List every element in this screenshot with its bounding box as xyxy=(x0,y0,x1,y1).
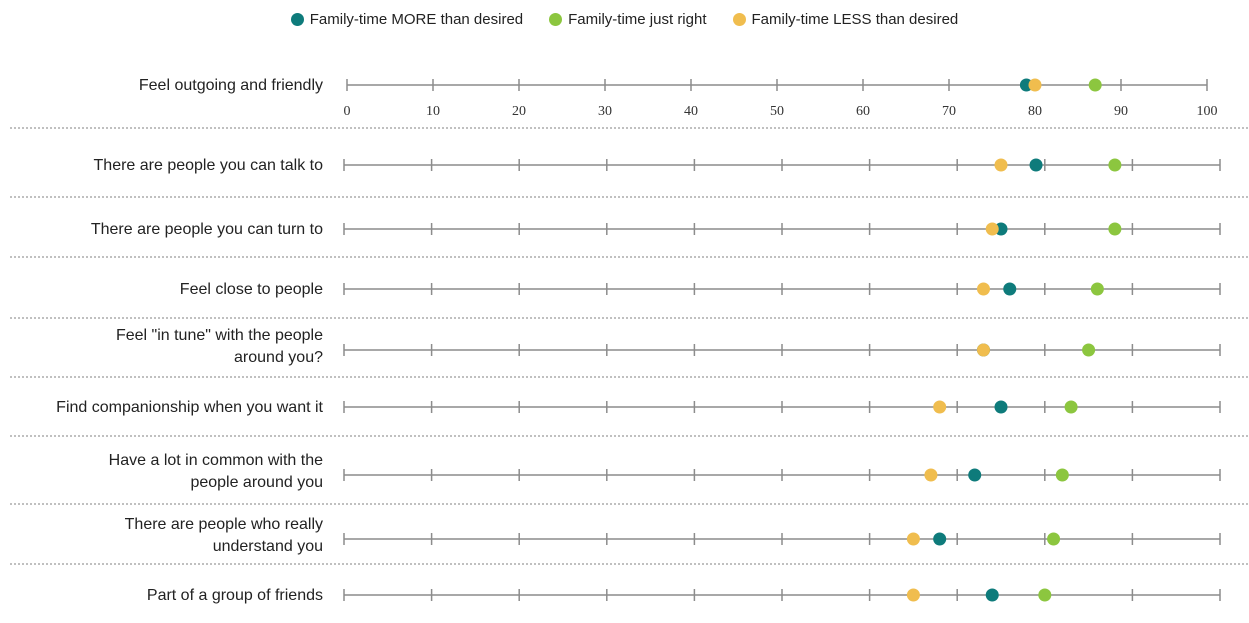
category-label-row-6: Have a lot in common with the people arou… xyxy=(109,452,323,491)
category-label-row-0: Feel outgoing and friendly xyxy=(139,77,323,94)
category-label-row-3: Feel close to people xyxy=(180,281,323,298)
category-label-row-7: There are people who really understand yo… xyxy=(125,516,323,555)
data-point-series-1-row-1 xyxy=(1108,158,1122,172)
legend-item-just-right: Family-time just right xyxy=(549,10,707,28)
data-point-series-2-row-0 xyxy=(1028,78,1042,92)
category-label-row-4: Feel "in tune" with the people around you… xyxy=(116,327,323,366)
legend-label-less: Family-time LESS than desired xyxy=(751,10,959,28)
tick-label-30: 30 xyxy=(598,104,612,119)
legend: Family-time MORE than desired Family-tim… xyxy=(0,6,1249,32)
tick-label-100: 100 xyxy=(1197,104,1218,119)
data-point-series-2-row-4 xyxy=(976,343,990,357)
data-point-series-1-row-6 xyxy=(1055,468,1069,482)
data-point-series-2-row-1 xyxy=(994,158,1008,172)
tick-label-60: 60 xyxy=(856,104,870,119)
tick-label-0: 0 xyxy=(344,104,351,119)
data-point-series-1-row-0 xyxy=(1088,78,1102,92)
data-point-series-1-row-7 xyxy=(1047,532,1061,546)
category-label-row-1: There are people you can talk to xyxy=(94,157,324,174)
data-point-series-0-row-7 xyxy=(933,532,947,546)
data-point-series-0-row-1 xyxy=(1029,158,1043,172)
tick-label-50: 50 xyxy=(770,104,784,119)
tick-label-80: 80 xyxy=(1028,104,1042,119)
legend-swatch-just-right xyxy=(549,12,563,26)
data-point-series-2-row-7 xyxy=(906,532,920,546)
category-label-row-2: There are people you can turn to xyxy=(91,221,323,238)
data-point-series-1-row-2 xyxy=(1108,222,1122,236)
tick-label-90: 90 xyxy=(1114,104,1128,119)
legend-item-less: Family-time LESS than desired xyxy=(732,10,959,28)
tick-label-10: 10 xyxy=(426,104,440,119)
data-point-series-0-row-3 xyxy=(1003,282,1017,296)
legend-label-more: Family-time MORE than desired xyxy=(309,10,524,28)
data-point-series-1-row-5 xyxy=(1064,400,1078,414)
data-point-series-2-row-6 xyxy=(924,468,938,482)
legend-swatch-less xyxy=(732,12,746,26)
tick-label-20: 20 xyxy=(512,104,526,119)
data-point-series-2-row-5 xyxy=(933,400,947,414)
data-point-series-0-row-8 xyxy=(985,588,999,602)
data-point-series-2-row-8 xyxy=(906,588,920,602)
data-point-series-2-row-2 xyxy=(985,222,999,236)
category-label-row-5: Find companionship when you want it xyxy=(56,399,323,416)
data-point-series-2-row-3 xyxy=(976,282,990,296)
tick-label-70: 70 xyxy=(942,104,956,119)
category-label-row-8: Part of a group of friends xyxy=(147,587,323,604)
data-point-series-1-row-4 xyxy=(1082,343,1096,357)
data-point-series-0-row-5 xyxy=(994,400,1008,414)
data-point-series-1-row-8 xyxy=(1038,588,1052,602)
data-point-series-1-row-3 xyxy=(1090,282,1104,296)
legend-swatch-more xyxy=(290,12,304,26)
tick-label-40: 40 xyxy=(684,104,698,119)
data-point-series-0-row-6 xyxy=(968,468,982,482)
legend-label-just-right: Family-time just right xyxy=(568,10,707,28)
legend-item-more: Family-time MORE than desired xyxy=(290,10,524,28)
